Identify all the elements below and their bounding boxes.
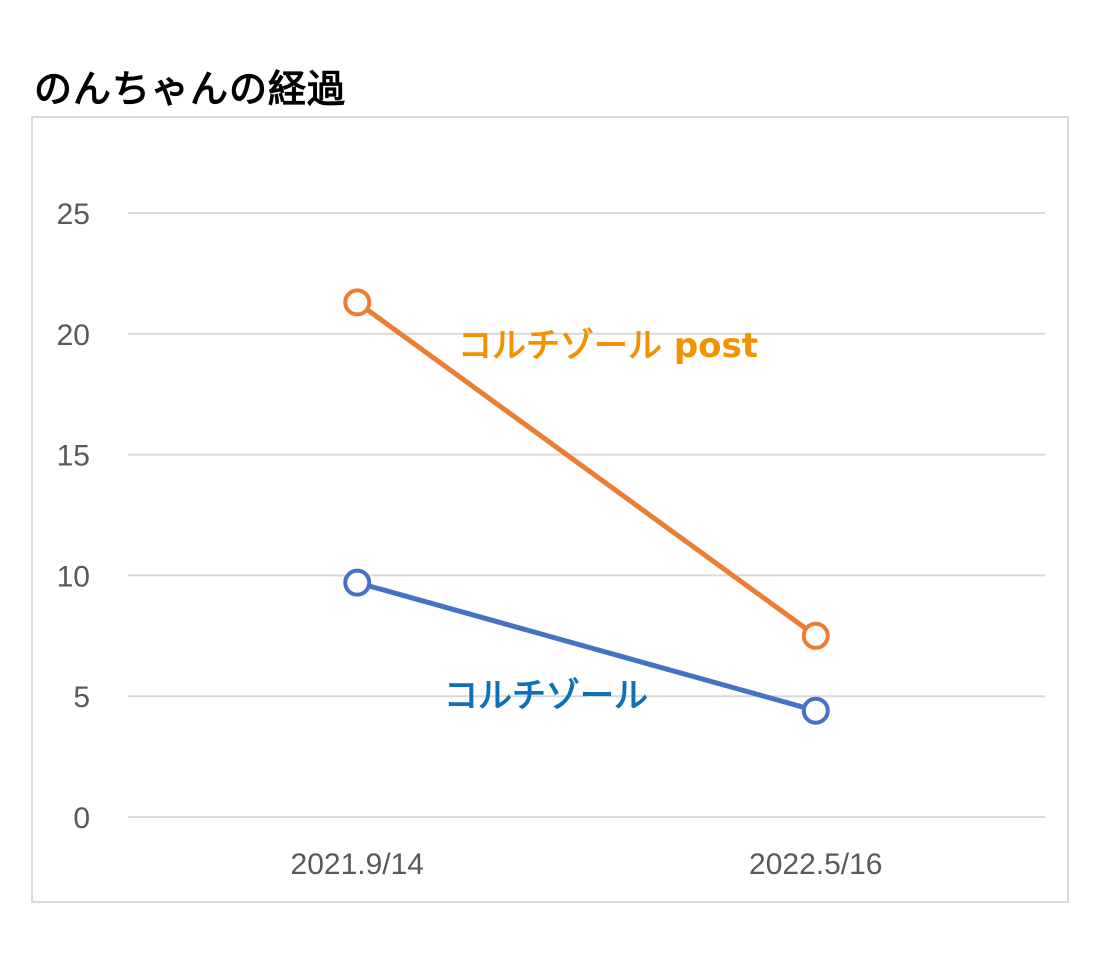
chart-frame [31,116,1069,903]
x-axis-ticks: 2021.9/14 2022.5/16 [291,848,883,881]
x-tick-label-1: 2022.5/16 [749,848,882,881]
series-labels: コルチゾール post コルチゾール [444,326,758,716]
gridlines [128,212,1045,818]
data-point-0-0 [343,288,372,317]
y-tick-label-10: 10 [57,560,90,593]
y-tick-label-25: 25 [57,198,90,231]
data-point-1-0 [343,568,372,597]
series-label-0: コルチゾール post [458,326,758,366]
series-line-0 [355,300,818,638]
y-tick-label-5: 5 [73,681,90,714]
series-lines [355,300,818,714]
y-tick-label-15: 15 [57,440,90,473]
data-point-1-1 [801,696,830,725]
data-point-0-1 [801,621,830,650]
x-tick-label-0: 2021.9/14 [291,848,424,881]
y-tick-label-20: 20 [57,319,90,352]
series-points [343,288,830,725]
y-axis-ticks: 0 5 10 15 20 25 [57,198,90,835]
chart-title: のんちゃんの経過 [34,67,347,111]
series-line-1 [356,580,817,714]
series-label-1: コルチゾール [444,676,648,716]
y-tick-label-0: 0 [73,802,90,835]
